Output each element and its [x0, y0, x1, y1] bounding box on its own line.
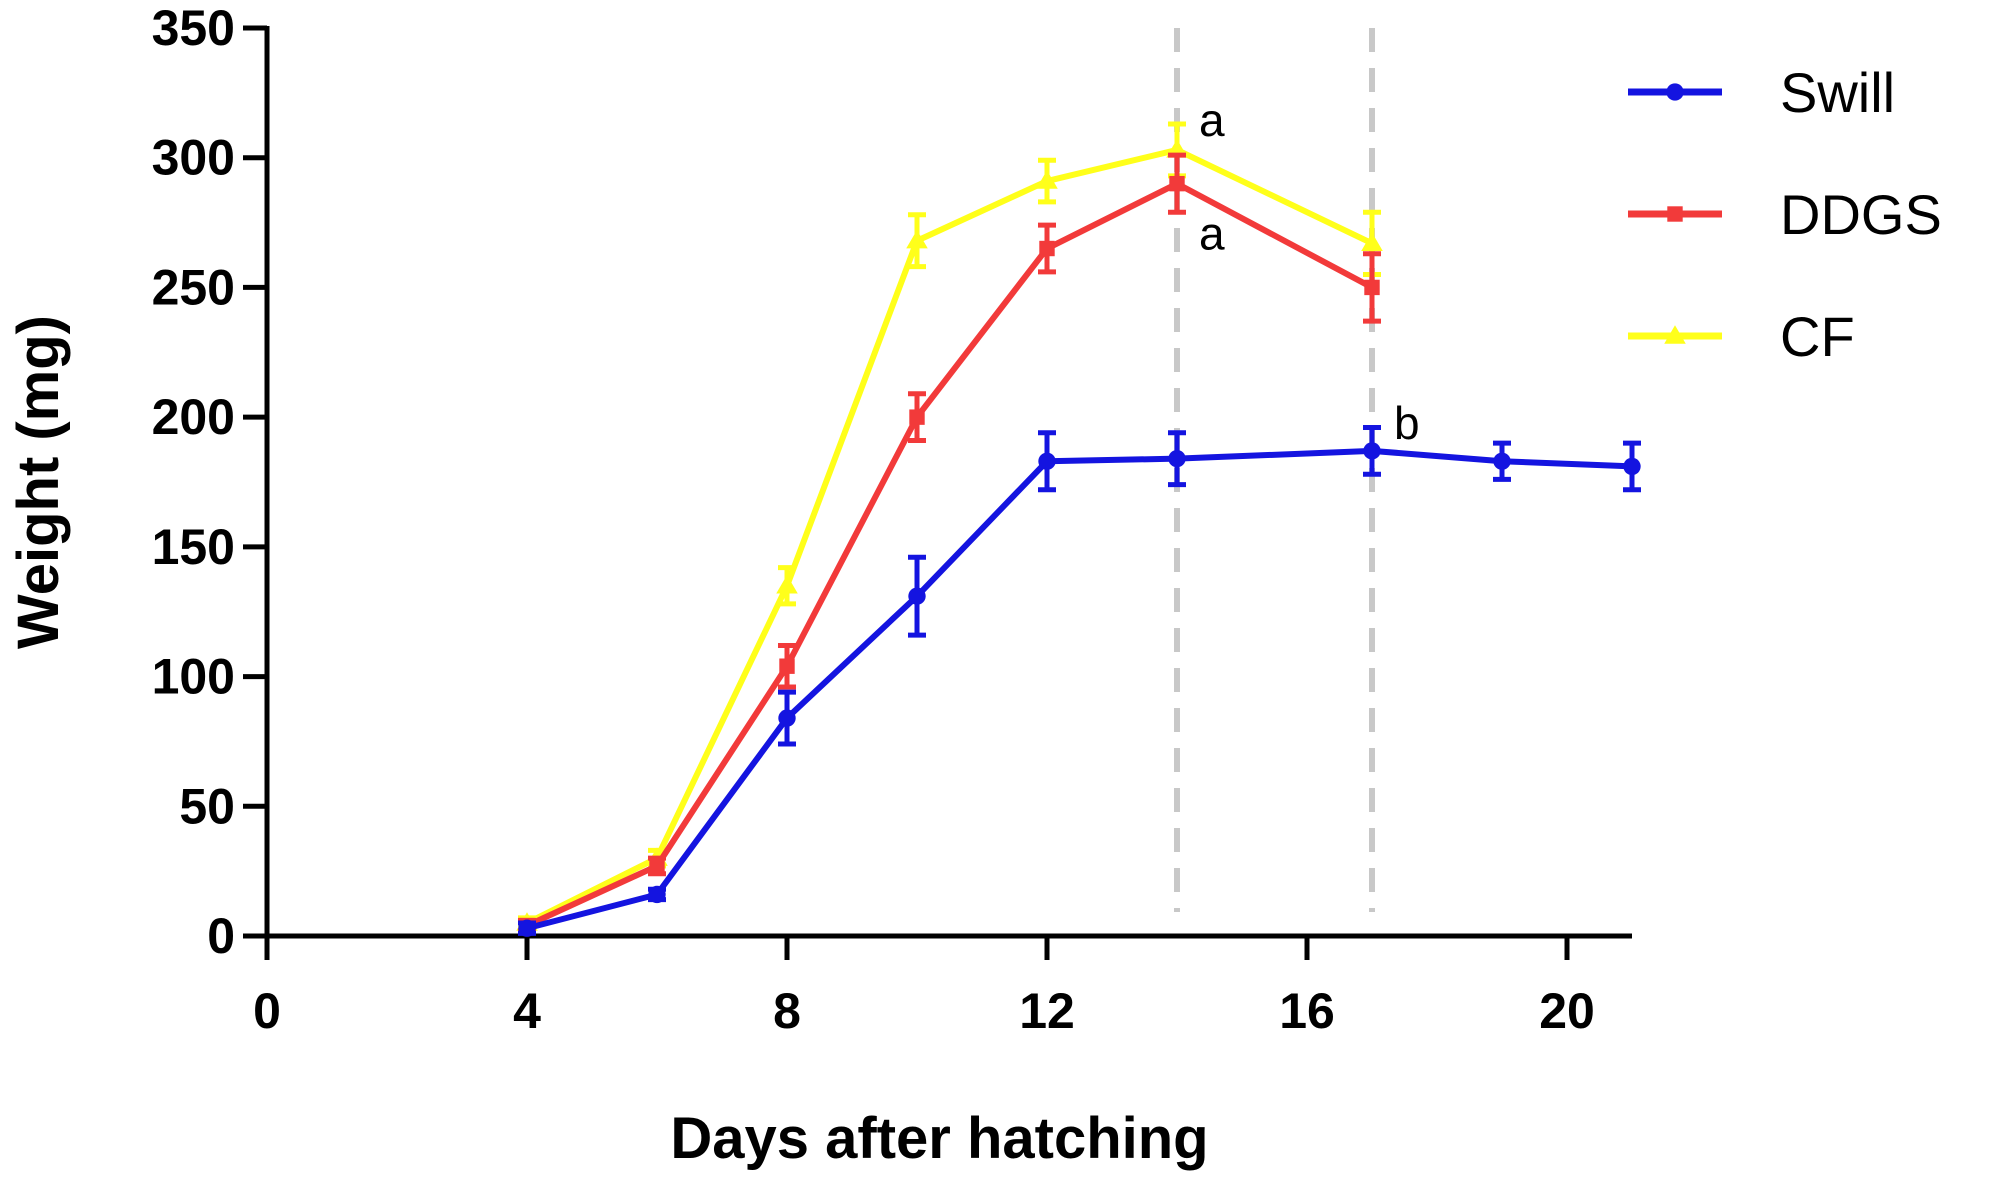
y-tick-label-300: 300: [152, 130, 235, 186]
data-point-swill-day-10: [908, 587, 926, 605]
legend-label-cf: CF: [1780, 305, 1855, 368]
data-point-swill-day-21: [1623, 457, 1641, 476]
y-tick-label-150: 150: [152, 519, 235, 575]
reference-lines: [1174, 28, 1375, 912]
x-tick-label-4: 4: [513, 983, 541, 1039]
y-tick-label-250: 250: [152, 259, 235, 315]
legend-label-ddgs: DDGS: [1780, 183, 1942, 246]
data-point-swill-day-17: [1363, 442, 1381, 460]
data-point-cf-day-10: [906, 229, 928, 249]
legend-item-cf: CF: [1628, 305, 1855, 368]
x-tick-label-16: 16: [1279, 983, 1335, 1039]
data-series: [516, 121, 1641, 937]
x-tick-label-20: 20: [1539, 983, 1595, 1039]
data-point-swill-day-14: [1168, 449, 1186, 468]
y-tick-label-350: 350: [152, 0, 235, 56]
axes: [264, 26, 1632, 939]
data-point-cf-day-17: [1361, 232, 1383, 252]
data-point-swill-day-12: [1038, 452, 1056, 470]
x-tick-label-0: 0: [253, 983, 281, 1039]
data-point-swill-day-6: [648, 885, 666, 904]
x-tick-label-12: 12: [1019, 983, 1075, 1039]
y-tick-label-100: 100: [152, 649, 235, 705]
series-line-cf: [525, 146, 1374, 926]
y-tick-label-200: 200: [152, 389, 235, 445]
data-point-swill-day-19: [1493, 452, 1511, 470]
series-line-swill: [526, 447, 1633, 932]
data-point-ddgs-day-10: [909, 409, 925, 425]
annotation-a-1: a: [1199, 208, 1225, 260]
data-point-ddgs-day-8: [779, 658, 795, 674]
legend-marker-ddgs: [1667, 206, 1683, 222]
legend-item-ddgs: DDGS: [1628, 183, 1942, 246]
y-tick-label-50: 50: [179, 778, 235, 834]
data-point-swill-day-4: [518, 919, 536, 937]
x-axis-ticks: 0 4 8 12 16 20: [253, 936, 1595, 1039]
annotations: a a b: [1199, 94, 1420, 449]
legend: Swill DDGS CF: [1628, 61, 1942, 368]
y-axis-title: Weight (mg): [6, 315, 71, 649]
annotation-a-0: a: [1199, 94, 1225, 146]
data-point-ddgs-day-6: [649, 858, 665, 874]
series-ddgs: [518, 152, 1381, 934]
annotation-b-2: b: [1394, 397, 1420, 449]
data-point-ddgs-day-17: [1364, 279, 1380, 296]
data-point-ddgs-day-12: [1039, 240, 1055, 257]
y-tick-label-0: 0: [207, 908, 235, 964]
legend-item-swill: Swill: [1628, 61, 1895, 124]
x-tick-label-8: 8: [773, 983, 801, 1039]
data-point-cf-day-8: [776, 574, 798, 594]
legend-marker-swill: [1666, 83, 1684, 101]
x-axis-title: Days after hatching: [670, 1106, 1208, 1171]
data-point-ddgs-day-14: [1169, 175, 1185, 192]
data-point-cf-day-12: [1036, 170, 1058, 189]
series-cf: [516, 121, 1383, 931]
series-line-ddgs: [525, 180, 1374, 929]
series-swill: [518, 425, 1641, 937]
y-axis-ticks: 0 50 100 150 200 250 300 350: [152, 0, 267, 964]
data-point-swill-day-8: [778, 709, 796, 727]
legend-label-swill: Swill: [1780, 61, 1895, 124]
legend-marker-cf: [1664, 325, 1686, 344]
